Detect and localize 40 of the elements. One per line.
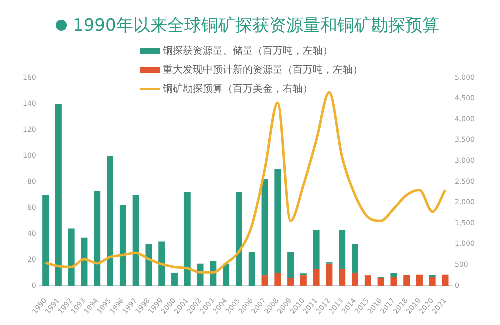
legend-label: 重大发现中预计新的资源量（百万吨，左轴） bbox=[163, 64, 363, 77]
bar bbox=[442, 274, 449, 286]
bar bbox=[352, 244, 358, 273]
bar bbox=[55, 104, 62, 286]
chart-title: 1990年以来全球铜矿探获资源量和铜矿勘探预算 bbox=[73, 15, 440, 37]
bar bbox=[274, 272, 282, 286]
bar bbox=[313, 269, 320, 286]
bar bbox=[300, 276, 307, 286]
bar bbox=[326, 264, 333, 286]
bar bbox=[42, 194, 50, 286]
bar bbox=[429, 278, 436, 286]
bar bbox=[107, 156, 114, 286]
bar bbox=[404, 276, 410, 286]
bar bbox=[339, 269, 346, 286]
bar bbox=[94, 191, 101, 286]
bar bbox=[223, 264, 230, 286]
bar bbox=[378, 278, 384, 286]
bar bbox=[364, 276, 372, 286]
bar bbox=[262, 179, 268, 276]
bar bbox=[172, 272, 178, 286]
bar bbox=[390, 272, 398, 278]
legend-label: 铜矿勘探预算（百万美金，右轴） bbox=[163, 82, 313, 96]
bar bbox=[236, 192, 242, 286]
bar bbox=[288, 278, 294, 286]
bar bbox=[352, 272, 358, 286]
bar bbox=[120, 205, 126, 286]
bar bbox=[416, 274, 423, 286]
bar bbox=[339, 230, 346, 270]
legend-label: 铜探获资源量、储量（百万吨，左轴） bbox=[163, 44, 333, 58]
bar bbox=[313, 230, 320, 270]
bar bbox=[248, 252, 256, 286]
bar bbox=[262, 276, 268, 286]
bar bbox=[132, 194, 140, 286]
bar bbox=[68, 228, 75, 286]
bar bbox=[390, 278, 398, 286]
bar bbox=[184, 192, 191, 286]
bar bbox=[158, 242, 166, 286]
bar bbox=[146, 244, 152, 286]
bar bbox=[274, 168, 282, 273]
bar bbox=[288, 252, 294, 278]
